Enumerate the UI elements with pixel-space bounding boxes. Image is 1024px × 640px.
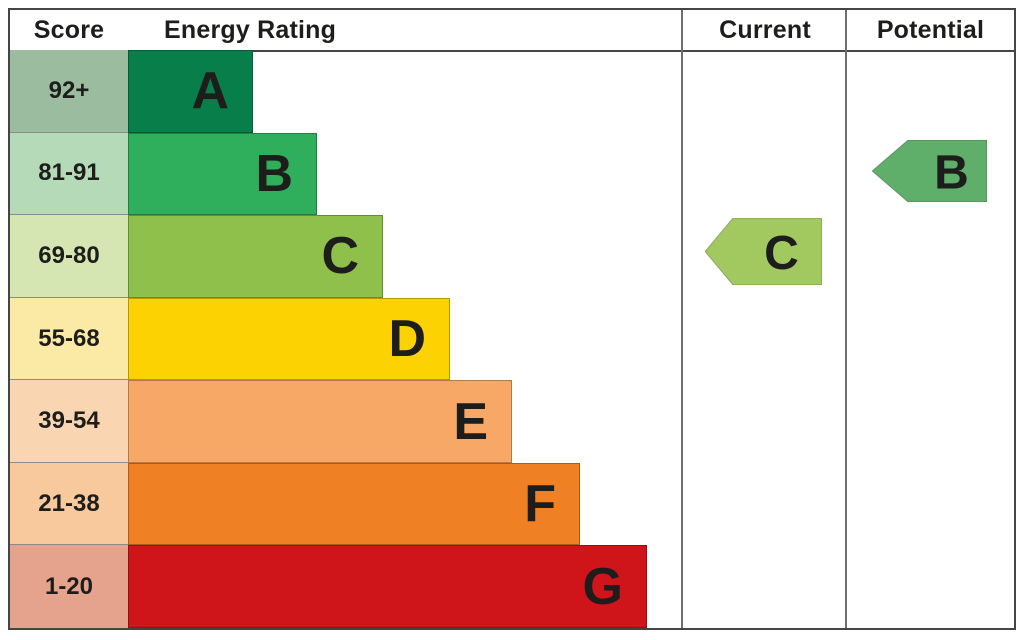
potential-arrow: B — [872, 140, 987, 202]
band-row-a: 92+ A — [10, 50, 1014, 133]
band-row-e: 39-54 E — [10, 380, 1014, 463]
score-cell-d: 55-68 — [10, 297, 128, 381]
header-energy-rating: Energy Rating — [164, 15, 337, 44]
rating-bar-f: F — [128, 462, 580, 546]
rating-bar-c: C — [128, 215, 383, 298]
score-cell-a: 92+ — [10, 50, 128, 133]
header-score: Score — [33, 15, 105, 44]
rating-letter-a: A — [191, 62, 229, 121]
rating-letter-e: E — [453, 392, 488, 451]
header-row: Score Energy Rating Current Potential — [10, 10, 1014, 52]
header-current: Current — [719, 15, 811, 44]
rating-letter-c: C — [321, 227, 359, 286]
current-arrow-shape — [705, 218, 822, 285]
rating-bar-d: D — [128, 297, 450, 381]
current-rating-letter: C — [764, 227, 799, 280]
header-potential: Potential — [876, 15, 985, 44]
potential-column-divider — [845, 10, 847, 628]
current-arrow: C — [705, 218, 822, 285]
chart-table: Score Energy Rating Current Potential 92… — [8, 8, 1016, 630]
rating-bar-g: G — [128, 545, 647, 629]
score-cell-f: 21-38 — [10, 462, 128, 546]
band-row-c: 69-80 C — [10, 215, 1014, 298]
band-row-b: 81-91 B — [10, 132, 1014, 216]
rating-letter-g: G — [582, 557, 623, 616]
score-cell-b: 81-91 — [10, 132, 128, 216]
potential-rating-letter: B — [934, 146, 969, 199]
score-cell-c: 69-80 — [10, 215, 128, 298]
rating-letter-d: D — [388, 310, 426, 369]
rating-letter-b: B — [255, 144, 293, 203]
rating-letter-f: F — [524, 475, 556, 534]
current-column-divider — [681, 10, 683, 628]
potential-arrow-shape — [872, 140, 987, 202]
band-row-d: 55-68 D — [10, 297, 1014, 381]
rating-bar-e: E — [128, 380, 512, 463]
band-rows: 92+ A 81-91 B 69-80 C 55-68 D 39-54 E 21-38 F 1-20 G — [10, 50, 1014, 629]
score-cell-g: 1-20 — [10, 545, 128, 629]
band-row-g: 1-20 G — [10, 545, 1014, 629]
rating-bar-b: B — [128, 132, 317, 216]
rating-bar-a: A — [128, 50, 253, 133]
score-cell-e: 39-54 — [10, 380, 128, 463]
band-row-f: 21-38 F — [10, 462, 1014, 546]
